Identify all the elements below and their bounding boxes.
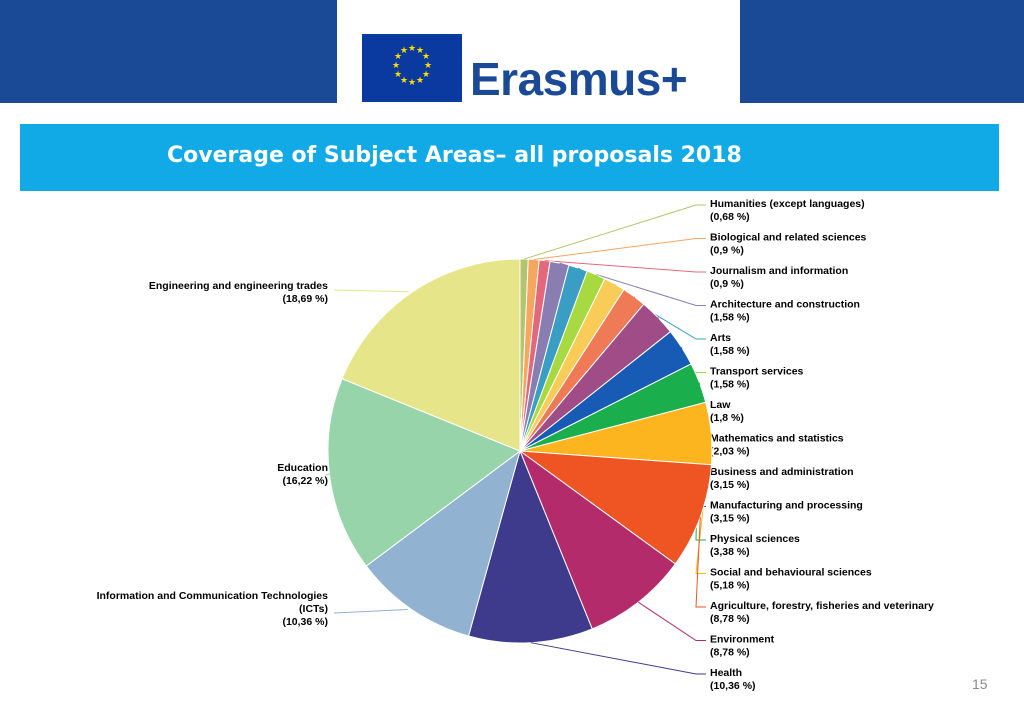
svg-text:★: ★ bbox=[394, 52, 402, 62]
leader-line-humanities-except-languages bbox=[523, 204, 706, 260]
data-label-health: Health (10,36 %) bbox=[710, 667, 756, 692]
leader-line-environment bbox=[638, 601, 706, 641]
data-label-law: Law (1,8 %) bbox=[710, 399, 744, 424]
leader-line-information-and-communication-technologies-icts bbox=[333, 608, 408, 614]
svg-text:★: ★ bbox=[408, 44, 416, 54]
leader-line-engineering-and-engineering-trades bbox=[333, 289, 409, 293]
data-label-humanities-except-languages: Humanities (except languages) (0,68 %) bbox=[710, 198, 865, 223]
leader-line-agriculture-forestry-fisheries-and-veterinary bbox=[695, 516, 706, 608]
leader-line-health bbox=[530, 642, 706, 675]
header-band-right bbox=[740, 0, 1024, 103]
eu-flag-icon: ★ ★ ★ ★ ★ ★ ★ ★ ★ ★ ★ ★ bbox=[362, 34, 462, 102]
data-label-mathematics-and-statistics: Mathematics and statistics (2,03 %) bbox=[710, 433, 844, 458]
svg-text:★: ★ bbox=[400, 46, 408, 56]
data-label-architecture-and-construction: Architecture and construction (1,58 %) bbox=[710, 299, 860, 324]
leader-line-education bbox=[325, 471, 335, 477]
leader-line-journalism-and-information bbox=[544, 260, 706, 273]
data-label-agriculture-forestry-fisheries-and-veterinary: Agriculture, forestry, fisheries and vet… bbox=[710, 600, 934, 625]
data-label-social-and-behavioural-sciences: Social and behavioural sciences (5,18 %) bbox=[710, 567, 872, 592]
data-label-physical-sciences: Physical sciences (3,38 %) bbox=[710, 533, 800, 558]
pie-slice-engineering-and-engineering-trades bbox=[341, 258, 521, 452]
data-label-transport-services: Transport services (1,58 %) bbox=[710, 366, 804, 391]
svg-text:★: ★ bbox=[408, 78, 416, 88]
pie-slice-environment bbox=[518, 449, 676, 630]
svg-text:★: ★ bbox=[400, 76, 408, 86]
pie-slice-health bbox=[467, 449, 593, 644]
data-label-engineering-and-engineering-trades: Engineering and engineering trades (18,69… bbox=[149, 280, 328, 305]
pie-slice-information-and-communication-technologies-icts bbox=[365, 449, 521, 637]
pie-slice-education bbox=[327, 378, 522, 567]
svg-text:★: ★ bbox=[422, 52, 430, 62]
data-label-manufacturing-and-processing: Manufacturing and processing (3,15 %) bbox=[710, 500, 863, 525]
header-band-left bbox=[0, 0, 337, 103]
data-label-environment: Environment (8,78 %) bbox=[710, 634, 775, 659]
leader-line-biological-and-related-sciences bbox=[533, 238, 706, 260]
data-label-arts: Arts (1,58 %) bbox=[710, 332, 750, 357]
data-label-journalism-and-information: Journalism and information (0,9 %) bbox=[710, 265, 848, 290]
data-label-business-and-administration: Business and administration (3,15 %) bbox=[710, 466, 854, 491]
svg-text:★: ★ bbox=[416, 76, 424, 86]
svg-text:★: ★ bbox=[416, 46, 424, 56]
svg-text:★: ★ bbox=[424, 61, 432, 71]
title-bar bbox=[20, 124, 999, 191]
data-label-education: Education (16,22 %) bbox=[277, 462, 328, 487]
data-label-biological-and-related-sciences: Biological and related sciences (0,9 %) bbox=[710, 232, 867, 257]
data-label-information-and-communication-technologies-icts: Information and Communication Technologi… bbox=[97, 590, 329, 628]
page-number: 15 bbox=[972, 676, 988, 692]
svg-text:★: ★ bbox=[392, 61, 400, 71]
svg-text:★: ★ bbox=[394, 70, 402, 80]
svg-text:★: ★ bbox=[422, 70, 430, 80]
erasmus-logo-text: Erasmus+ bbox=[470, 53, 688, 105]
leader-line-architecture-and-construction bbox=[559, 262, 706, 306]
chart-title: Coverage of Subject Areas– all proposals… bbox=[167, 143, 742, 168]
